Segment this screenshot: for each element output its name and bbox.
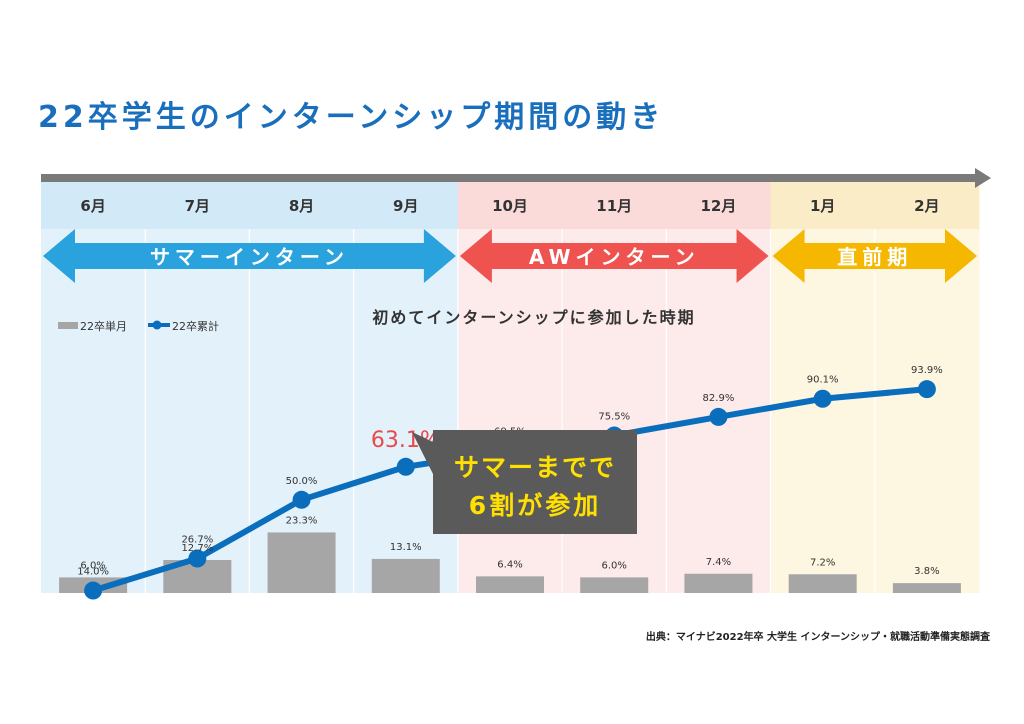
bar [788,574,857,593]
month-header-cell [249,182,355,229]
label-layer: 初めてインターンシップに参加した時期 6.0% 12.7% 23.3% 13.1% 6.4… [77,308,943,578]
line-value-label: 50.0% [286,476,318,487]
legend-bar-label: 22卒単月 [80,319,127,333]
bar [267,532,336,593]
bar-value-label: 6.0% [602,560,627,571]
legend-line-marker [152,320,162,330]
line-value-label: 26.7% [181,535,213,546]
month-header-cell [457,182,563,229]
legend-line-label: 22卒累計 [172,319,219,333]
line-point [292,490,311,509]
bar-value-label: 13.1% [390,542,422,553]
phase-arrow-pre [772,229,977,283]
bar-value-label: 3.8% [914,566,939,577]
callout-line-1: サマーまでで [454,453,616,482]
callout-line-2: 6割が参加 [469,491,601,520]
line-value-label: 82.9% [703,393,735,404]
phase-label-pre: 直前期 [837,245,912,269]
phase-label-aw: AWインターン [529,245,700,269]
bar-value-label: 6.0% [80,560,105,571]
line-point [188,549,207,568]
source-note: 出典：マイナビ2022年卒 大学生 インターンシップ・就職活動準備実態調査 [645,632,990,643]
bar [684,573,753,593]
line-value-label: 14.0% [77,567,109,578]
line-point [709,407,728,426]
legend: 22卒単月 22卒累計 [58,319,219,333]
month-label: 8月 [289,197,314,215]
month-header-cell [145,182,250,229]
line-point [917,380,936,399]
month-label: 10月 [492,197,528,215]
month-label: 7月 [185,197,210,215]
phase-arrow-summer [43,229,456,283]
bar [371,558,440,593]
bar [892,583,961,593]
phase-arrow-aw [459,229,769,283]
page-title: 22卒学生のインターンシップ期間の動き [38,100,665,135]
month-label: 1月 [810,197,835,215]
line-value-label: 90.1% [807,375,839,386]
callout-pointer [412,432,433,474]
bar-value-label: 23.3% [286,515,318,526]
month-label: 12月 [701,197,737,215]
bar-value-label: 7.4% [706,557,731,568]
line-value-label: 93.9% [911,365,943,376]
legend-bar-swatch [58,322,78,329]
bar [476,576,544,593]
phase-arrow-layer: サマーインターン AWインターン 直前期 [43,229,977,283]
line-point [396,457,415,476]
phase-label-summer: サマーインターン [150,245,349,269]
line-point [813,389,832,408]
callout-box [433,430,637,534]
timeline-bar [41,174,979,182]
bar [580,577,649,593]
bar-value-label: 7.2% [810,557,835,568]
bar-value-label: 6.4% [497,559,522,570]
month-label: 11月 [596,197,632,215]
callout: サマーまでで 6割が参加 [412,430,637,534]
bar-value-label: 12.7% [181,543,213,554]
month-header-cell [874,182,980,229]
line-point [84,581,103,600]
month-label: 6月 [80,197,105,215]
month-header-cell [41,182,146,229]
month-label: 2月 [914,197,939,215]
line-value-label: 75.5% [598,412,630,423]
month-header-cell [666,182,772,229]
month-header-cell [562,182,667,229]
month-label: 9月 [393,197,418,215]
chart-title: 初めてインターンシップに参加した時期 [372,308,695,327]
month-header-cell [770,182,876,229]
month-header-cell [353,182,459,229]
timeline-arrowhead [975,168,991,188]
month-header-layer: 6月 7月 8月 9月 10月 11月 12月 1月 2月 [41,168,991,229]
